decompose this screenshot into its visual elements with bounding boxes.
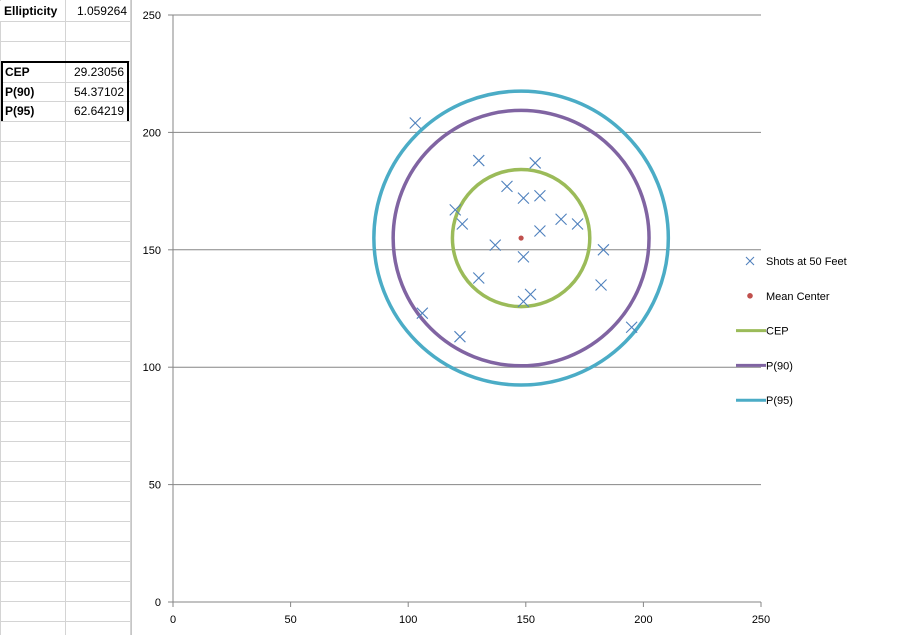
cep-label[interactable]: CEP [5, 65, 30, 80]
p90-row[interactable]: P(90) 54.37102 [3, 81, 127, 102]
ring-p-95[interactable] [372, 89, 671, 387]
shot-marker[interactable] [524, 288, 537, 301]
shot-marker[interactable] [454, 330, 466, 343]
x-tick-label: 150 [517, 614, 535, 626]
mean-center-point[interactable] [518, 235, 524, 241]
y-tick-label: 100 [143, 362, 161, 374]
x-tick-label: 200 [634, 614, 652, 626]
p95-value[interactable]: 62.64219 [65, 102, 127, 121]
x-tick-label: 250 [752, 614, 770, 626]
shot-marker[interactable] [534, 189, 546, 202]
shot-marker[interactable] [456, 218, 469, 230]
p95-label[interactable]: P(95) [5, 104, 35, 119]
p95-row[interactable]: P(95) 62.64219 [3, 101, 127, 121]
ellipticity-value[interactable]: 1.059264 [65, 1, 130, 21]
p90-label[interactable]: P(90) [5, 84, 35, 99]
shot-marker[interactable] [571, 218, 584, 230]
ellipticity-label[interactable]: Ellipticity [4, 4, 58, 18]
shot-marker[interactable] [416, 307, 429, 320]
shot-marker[interactable] [555, 213, 567, 226]
shot-marker[interactable] [625, 321, 638, 334]
spreadsheet-panel: Ellipticity 1.059264 CEP 29.23056 P(90) … [0, 0, 132, 635]
chart-svg: 0 50 100 150 200 250 0 50 100 150 200 250 Shots at 5… [143, 10, 847, 626]
legend-item[interactable]: Mean Center [747, 291, 830, 303]
shot-marker[interactable] [489, 239, 502, 251]
shot-marker[interactable] [501, 180, 513, 193]
ellipticity-row[interactable]: Ellipticity 1.059264 [0, 1, 130, 21]
shot-marker[interactable] [409, 117, 422, 129]
cep-row[interactable]: CEP 29.23056 [3, 63, 127, 82]
shot-marker[interactable] [517, 250, 530, 263]
shot-marker[interactable] [517, 192, 530, 205]
legend-label: Mean Center [766, 291, 830, 303]
legend-label: Shots at 50 Feet [766, 256, 847, 268]
y-tick-label: 200 [143, 127, 161, 139]
shot-marker[interactable] [595, 279, 607, 291]
legend-item[interactable]: Shots at 50 Feet [745, 256, 847, 268]
legend-item[interactable]: P(95) [736, 395, 793, 407]
stats-table: CEP 29.23056 P(90) 54.37102 P(95) 62.642… [1, 61, 129, 121]
y-tick-label: 50 [149, 480, 161, 492]
shot-marker[interactable] [597, 243, 610, 256]
shot-marker[interactable] [534, 225, 546, 237]
ring-cep[interactable] [450, 167, 592, 309]
x-tick-label: 50 [284, 614, 296, 626]
p90-value[interactable]: 54.37102 [65, 82, 127, 102]
x-tick-label: 100 [399, 614, 417, 626]
shot-marker[interactable] [449, 203, 462, 216]
legend-label: P(90) [766, 360, 793, 372]
y-tick-label: 0 [155, 597, 161, 609]
shot-marker[interactable] [529, 157, 542, 169]
ring-p-90[interactable] [391, 108, 651, 368]
legend-item[interactable]: CEP [736, 326, 789, 338]
y-tick-label: 150 [143, 245, 161, 257]
x-tick-label: 0 [170, 614, 176, 626]
legend-item[interactable]: P(90) [736, 360, 793, 372]
shot-marker[interactable] [472, 272, 485, 284]
scatter-chart[interactable]: 0 50 100 150 200 250 0 50 100 150 200 250 Shots at 5… [132, 0, 922, 635]
legend-label: P(95) [766, 395, 793, 407]
shot-marker[interactable] [472, 154, 485, 167]
legend-label: CEP [766, 326, 789, 338]
cep-value[interactable]: 29.23056 [65, 63, 127, 82]
y-tick-label: 250 [143, 10, 161, 22]
